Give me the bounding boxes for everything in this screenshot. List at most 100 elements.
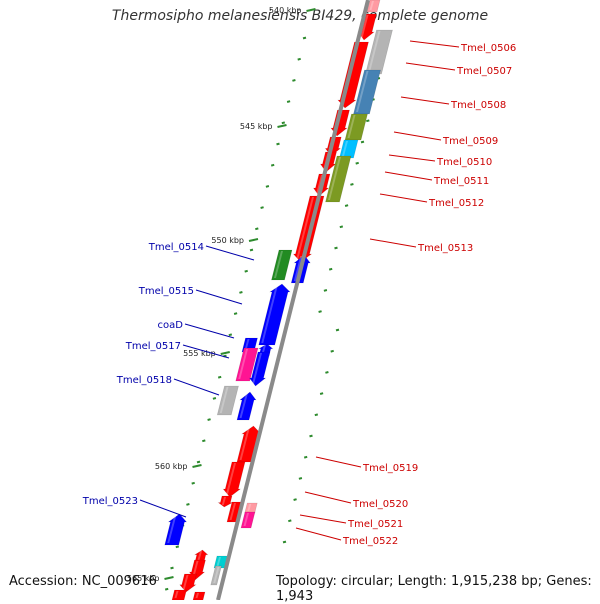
gene-highlight	[219, 387, 229, 413]
map-title: Thermosipho melanesiensis BI429, complet…	[111, 8, 489, 24]
gene-feature	[240, 511, 256, 529]
gene-label-tmel_0513: Tmel_0513	[417, 243, 473, 254]
gene-feature	[339, 139, 359, 159]
tick-mark	[265, 185, 270, 188]
gene-label-tmel_0506: Tmel_0506	[460, 43, 516, 54]
gene-label-tmel_0518: Tmel_0518	[116, 375, 172, 386]
gene-label-tmel_0514: Tmel_0514	[148, 242, 204, 253]
gene-highlight	[274, 251, 283, 278]
major-tick	[277, 124, 287, 128]
accession-text: Accession: NC_009616	[9, 574, 157, 589]
gene-feature	[325, 155, 352, 203]
gene-highlight	[296, 197, 314, 260]
tick-mark	[323, 289, 328, 292]
leader-line	[409, 40, 460, 48]
leader-line	[304, 491, 352, 504]
gene-highlight	[244, 339, 250, 350]
tick-mark	[233, 312, 238, 315]
gene-highlight	[239, 427, 250, 460]
gene-feature	[192, 591, 206, 600]
tick-mark	[276, 142, 280, 146]
gene-feature	[353, 69, 381, 115]
tick-mark	[318, 310, 322, 313]
gene-feature	[171, 589, 187, 600]
gene-highlight	[225, 463, 236, 495]
gene-feature	[344, 113, 368, 141]
tick-mark	[186, 503, 190, 506]
gene-highlight	[174, 591, 179, 598]
gene-highlight	[347, 115, 356, 138]
genome-backbone	[216, 0, 370, 600]
gene-feature	[235, 347, 259, 382]
tick-mark	[282, 540, 287, 544]
gene-label-tmel_0517: Tmel_0517	[125, 341, 181, 352]
gene-highlight	[221, 497, 226, 505]
gene-highlight	[167, 515, 177, 543]
tick-mark	[281, 121, 286, 125]
gene-highlight	[239, 393, 248, 418]
major-tick	[192, 464, 202, 468]
leader-line	[139, 499, 187, 518]
kbp-label: 540 kbp	[269, 6, 302, 15]
tick-mark	[350, 183, 354, 186]
gene-highlight	[195, 593, 199, 598]
tick-mark	[314, 413, 319, 417]
tick-mark	[325, 371, 329, 374]
leader-line	[369, 238, 417, 248]
tick-mark	[244, 269, 248, 273]
tick-mark	[309, 434, 313, 438]
tick-mark	[212, 397, 217, 400]
gene-highlight	[197, 551, 202, 560]
tick-mark	[207, 418, 211, 421]
leader-line	[400, 96, 450, 105]
gene-highlight	[261, 345, 266, 354]
gene-feature	[248, 351, 271, 387]
gene-label-tmel_0521: Tmel_0521	[347, 519, 403, 530]
kbp-label: 555 kbp	[183, 349, 216, 358]
gene-highlight	[229, 503, 236, 520]
tick-mark	[344, 204, 349, 207]
tick-mark	[360, 140, 365, 144]
tick-mark	[239, 291, 243, 294]
kbp-label: 545 kbp	[240, 122, 273, 131]
tick-mark	[164, 587, 169, 591]
gene-highlight	[368, 31, 381, 72]
gene-label-tmel_0507: Tmel_0507	[456, 66, 512, 77]
gene-label-tmel_0522: Tmel_0522	[342, 536, 398, 547]
gene-highlight	[342, 141, 348, 156]
gene-highlight	[356, 71, 369, 112]
tick-mark	[339, 225, 344, 229]
leader-line	[405, 62, 456, 71]
major-tick	[248, 238, 259, 242]
leader-line	[205, 245, 255, 261]
leader-line	[182, 344, 230, 359]
leader-line	[299, 514, 347, 524]
tick-mark	[255, 227, 259, 231]
gene-label-tmel_0508: Tmel_0508	[450, 100, 506, 111]
leader-line	[195, 289, 243, 305]
gene-label-tmel_0512: Tmel_0512	[428, 198, 484, 209]
tick-mark	[228, 333, 233, 337]
gene-highlight	[261, 285, 278, 343]
leader-line	[184, 323, 235, 339]
gene-label-tmel_0520: Tmel_0520	[352, 499, 408, 510]
tick-mark	[293, 498, 297, 501]
gene-label-tmel_0519: Tmel_0519	[362, 463, 418, 474]
gene-feature	[217, 495, 233, 508]
gene-highlight	[182, 575, 189, 590]
kbp-label: 560 kbp	[155, 462, 188, 471]
major-tick	[164, 576, 174, 580]
leader-line	[393, 131, 442, 141]
tick-mark	[217, 375, 222, 379]
tick-mark	[366, 119, 370, 123]
gene-features	[164, 0, 393, 600]
gene-label-tmel_0509: Tmel_0509	[442, 136, 498, 147]
gene-feature	[271, 249, 293, 281]
tick-mark	[196, 460, 201, 464]
gene-labels: Tmel_0506 Tmel_0507 Tmel_0508 Tmel_0509 Tmel…	[82, 40, 516, 547]
gene-label-tmel_0515: Tmel_0515	[138, 286, 194, 297]
tick-mark	[175, 545, 180, 549]
leader-line	[173, 378, 220, 396]
gene-highlight	[369, 1, 374, 10]
tick-mark	[355, 161, 359, 165]
